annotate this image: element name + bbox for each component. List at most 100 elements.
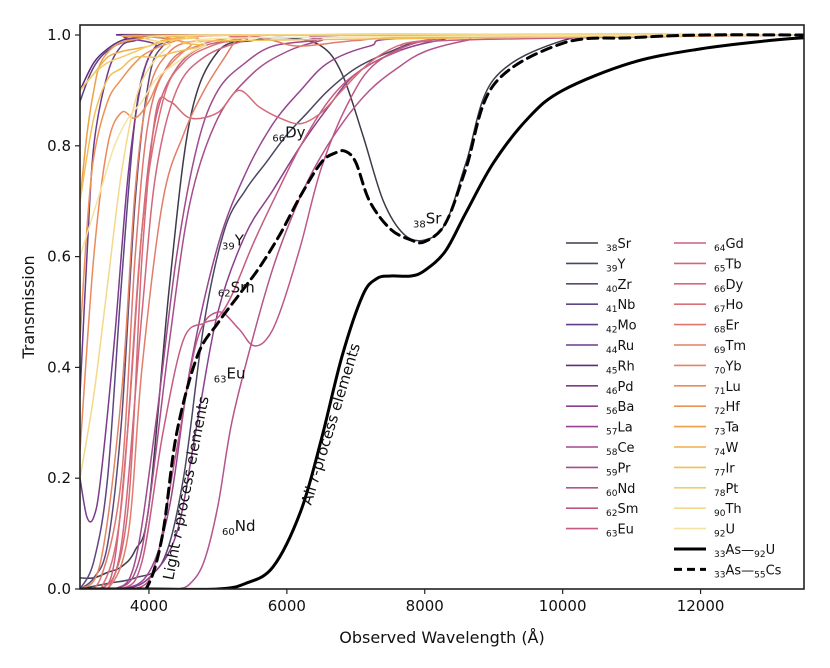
- legend-label: 70Yb: [714, 359, 742, 376]
- legend-label: 69Tm: [714, 339, 746, 356]
- y-tick-label: 0.8: [47, 137, 71, 155]
- legend-label: 46Pd: [606, 380, 634, 397]
- legend-label: 73Ta: [714, 421, 739, 438]
- legend-label: 72Hf: [714, 400, 740, 417]
- series-line-as-u: [80, 36, 804, 589]
- legend-label: 71Lu: [714, 380, 741, 397]
- y-tick-label: 0.4: [47, 358, 71, 376]
- legend-item-eu: 63Eu: [566, 523, 634, 540]
- legend-item-nb: 41Nb: [566, 298, 635, 315]
- legend-item-er: 68Er: [674, 319, 740, 336]
- legend-item-tm: 69Tm: [674, 339, 746, 356]
- legend-item-ho: 67Ho: [674, 298, 743, 315]
- legend-item-rh: 45Rh: [566, 359, 635, 376]
- plot-frame: [79, 24, 805, 590]
- legend-label: 40Zr: [606, 278, 632, 295]
- annotation-subscript: 60: [222, 527, 235, 538]
- x-axis-label: Observed Wavelength (Å): [339, 628, 545, 647]
- legend-label: 58Ce: [606, 441, 635, 458]
- y-tick-label: 1.0: [47, 26, 71, 44]
- legend-label: 63Eu: [606, 523, 634, 540]
- legend-item-ce: 58Ce: [566, 441, 635, 458]
- legend-item-mo: 42Mo: [566, 319, 637, 336]
- all-r-process-label: All r-process elements: [298, 341, 364, 507]
- x-tick-label: 12000: [677, 597, 725, 615]
- y-tick-label: 0.0: [47, 580, 71, 598]
- legend-label: 65Tb: [714, 257, 742, 274]
- legend-label: 38Sr: [606, 237, 632, 254]
- legend-label: 39Y: [606, 257, 625, 274]
- legend-item-as-u: 33As—92U: [674, 543, 775, 560]
- y-tick-label: 0.2: [47, 469, 71, 487]
- annotation-subscript: 63: [214, 374, 227, 385]
- legend-item-zr: 40Zr: [566, 278, 632, 295]
- series-line-ir: [80, 34, 804, 202]
- series-line-as-cs: [80, 33, 804, 589]
- annotation-subscript: 66: [272, 133, 285, 144]
- legend-item-tb: 65Tb: [674, 257, 742, 274]
- label-prefix: Light: [159, 537, 185, 582]
- legend-item-ta: 73Ta: [674, 421, 739, 438]
- annotation-subscript: 38: [413, 219, 426, 230]
- legend-item-ba: 56Ba: [566, 400, 634, 417]
- tick-layer: 4000 6000 8000 10000 12000 0.0 0.2 0.4 0.6 0.8 1.0: [47, 26, 724, 615]
- annotation-element: Eu: [227, 364, 246, 382]
- legend-label: 41Nb: [606, 298, 635, 315]
- legend-item-sr: 38Sr: [566, 237, 632, 254]
- element-annotation-nd: 60Nd: [222, 517, 255, 538]
- light-r-process-label: Light r-process elements: [159, 394, 212, 581]
- element-annotation-dy: 66Dy: [272, 123, 305, 144]
- legend-label: 66Dy: [714, 278, 743, 295]
- annotation-element: Sm: [231, 279, 255, 297]
- label-suffix: -process elements: [169, 394, 213, 533]
- legend-label: 56Ba: [606, 400, 634, 417]
- element-annotation-eu: 63Eu: [214, 364, 246, 385]
- legend-item-hf: 72Hf: [674, 400, 740, 417]
- x-tick-label: 4000: [130, 597, 168, 615]
- legend-item-w: 74W: [674, 441, 738, 458]
- y-axis-label: Transmission: [19, 255, 38, 359]
- legend-label: 74W: [714, 441, 738, 458]
- legend-label: 42Mo: [606, 319, 637, 336]
- x-tick-label: 8000: [406, 597, 444, 615]
- annotation-subscript: 39: [222, 242, 235, 253]
- x-tick-label: 6000: [268, 597, 306, 615]
- series-layer: [80, 33, 804, 589]
- legend-label: 67Ho: [714, 298, 743, 315]
- annotation-element: Dy: [285, 123, 306, 141]
- legend-item-lu: 71Lu: [674, 380, 741, 397]
- legend-item-yb: 70Yb: [674, 359, 742, 376]
- legend-item-la: 57La: [566, 421, 633, 438]
- legend-item-gd: 64Gd: [674, 237, 744, 254]
- annotation-subscript: 62: [218, 289, 231, 300]
- legend: 38Sr 39Y 40Zr 41Nb 42Mo 44Ru 45Rh 46Pd 56Ba 57La 5…: [566, 237, 782, 580]
- legend-item-th: 90Th: [674, 502, 742, 519]
- series-line-th: [80, 33, 804, 479]
- legend-item-u: 92U: [674, 523, 735, 540]
- legend-label: 57La: [606, 421, 633, 438]
- legend-item-ir: 77Ir: [674, 461, 735, 478]
- annotation-element: Y: [234, 232, 245, 250]
- legend-label: 92U: [714, 523, 735, 540]
- legend-label: 59Pr: [606, 461, 631, 478]
- legend-label: 77Ir: [714, 461, 735, 478]
- legend-item-pt: 78Pt: [674, 482, 738, 499]
- label-italic-r: r: [167, 529, 186, 540]
- element-annotation-sm: 62Sm: [218, 279, 255, 300]
- legend-label: 60Nd: [606, 482, 635, 499]
- label-suffix: -process elements: [307, 341, 364, 478]
- legend-item-pr: 59Pr: [566, 461, 631, 478]
- series-line-eu: [80, 34, 804, 589]
- x-tick-label: 10000: [539, 597, 587, 615]
- legend-label: 44Ru: [606, 339, 634, 356]
- legend-item-sm: 62Sm: [566, 502, 638, 519]
- legend-item-y: 39Y: [566, 257, 625, 274]
- legend-item-ru: 44Ru: [566, 339, 634, 356]
- series-line-ru: [80, 33, 804, 396]
- legend-label: 33As—92U: [714, 543, 775, 560]
- legend-label: 78Pt: [714, 482, 738, 499]
- legend-label: 90Th: [714, 502, 742, 519]
- legend-label: 64Gd: [714, 237, 744, 254]
- legend-item-as-cs: 33As—55Cs: [674, 563, 782, 580]
